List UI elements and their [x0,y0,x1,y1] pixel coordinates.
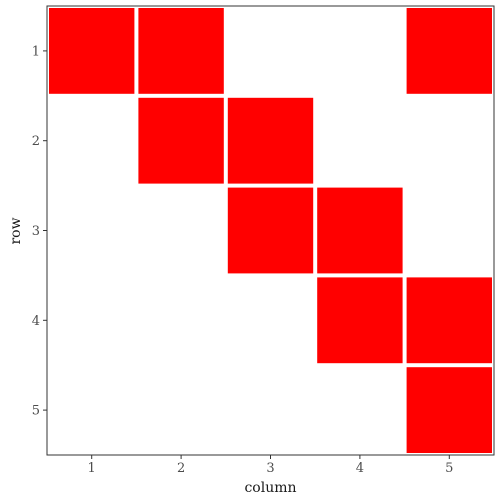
y-tick-label: 3 [32,224,40,239]
tile-r4-c5 [406,277,492,364]
tile-r2-c2 [138,97,224,184]
tile-r1-c5 [406,8,492,94]
axes-layer: 1 2 3 4 5 1 2 3 4 5 [32,5,495,476]
x-axis-title: column [244,480,296,496]
tiles-layer [49,8,492,453]
x-tick-label: 3 [266,461,274,476]
tile-r3-c4 [317,187,403,274]
y-axis-title: row [8,217,24,244]
tile-r2-c3 [227,97,314,184]
y-tick-label: 5 [32,404,40,419]
tile-r1-c1 [49,8,135,94]
tile-r5-c5 [406,367,492,453]
x-tick-label: 2 [177,461,185,476]
x-tick-label: 5 [445,461,453,476]
tile-r3-c3 [227,187,314,274]
y-tick-label: 1 [32,44,40,59]
y-tick-label: 2 [32,134,40,149]
x-tick-label: 4 [356,461,364,476]
x-tick-label: 1 [88,461,96,476]
tile-r1-c2 [138,8,224,94]
y-tick-label: 4 [32,314,40,329]
tile-r4-c4 [317,277,403,364]
